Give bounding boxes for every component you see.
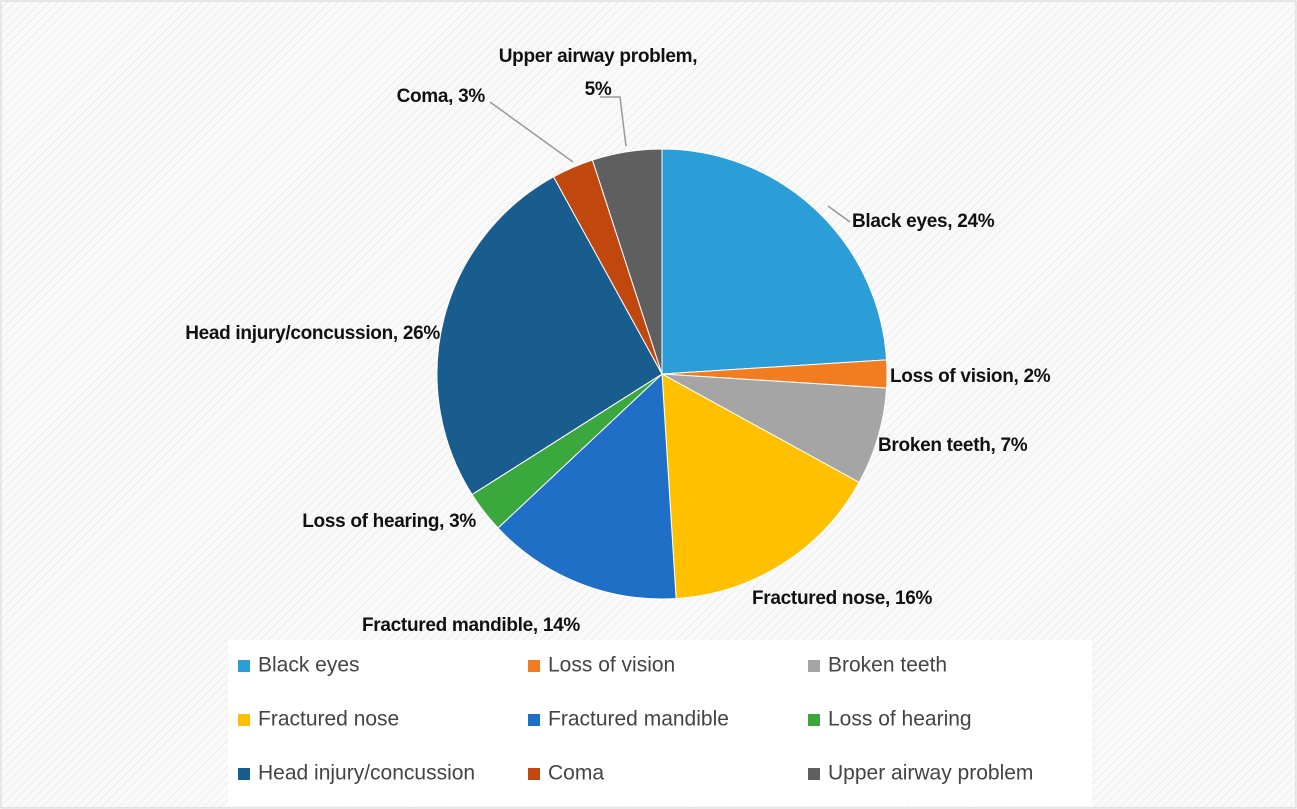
data-label: Broken teeth, 7% <box>878 435 1028 456</box>
data-label: Coma, 3% <box>397 86 486 107</box>
data-label: Loss of hearing, 3% <box>302 511 476 532</box>
legend-label: Broken teeth <box>828 654 947 677</box>
legend-label: Black eyes <box>258 654 360 677</box>
pie-slice <box>661 373 860 600</box>
legend-label: Fractured mandible <box>548 708 729 731</box>
data-label: Loss of vision, 2% <box>890 366 1051 387</box>
legend-label: Coma <box>548 762 604 785</box>
legend-swatch <box>528 660 540 672</box>
pie-slice <box>591 148 663 375</box>
legend-swatch <box>808 714 820 726</box>
pie-slice <box>661 148 888 375</box>
pie-slice <box>497 372 677 600</box>
legend-swatch <box>238 768 250 780</box>
legend-label: Head injury/concussion <box>258 762 475 785</box>
data-label: Head injury/concussion, 26% <box>185 323 440 344</box>
data-label: Black eyes, 24% <box>852 211 995 232</box>
legend-label: Fractured nose <box>258 708 399 731</box>
legend-label: Loss of vision <box>548 654 675 677</box>
data-label: Upper airway problem, 5% <box>499 46 698 100</box>
legend-swatch <box>528 768 540 780</box>
legend-label: Loss of hearing <box>828 708 972 731</box>
leader-lines <box>489 96 851 223</box>
data-label: Fractured nose, 16% <box>752 588 933 609</box>
legend-swatch <box>238 660 250 672</box>
pie-slice <box>436 176 663 496</box>
legend-swatch <box>808 768 820 780</box>
data-label: Fractured mandible, 14% <box>362 615 580 636</box>
legend-swatch <box>238 714 250 726</box>
legend-label: Upper airway problem <box>828 762 1033 785</box>
legend-box <box>228 640 1092 806</box>
legend-swatch <box>808 660 820 672</box>
legend-swatch <box>528 714 540 726</box>
